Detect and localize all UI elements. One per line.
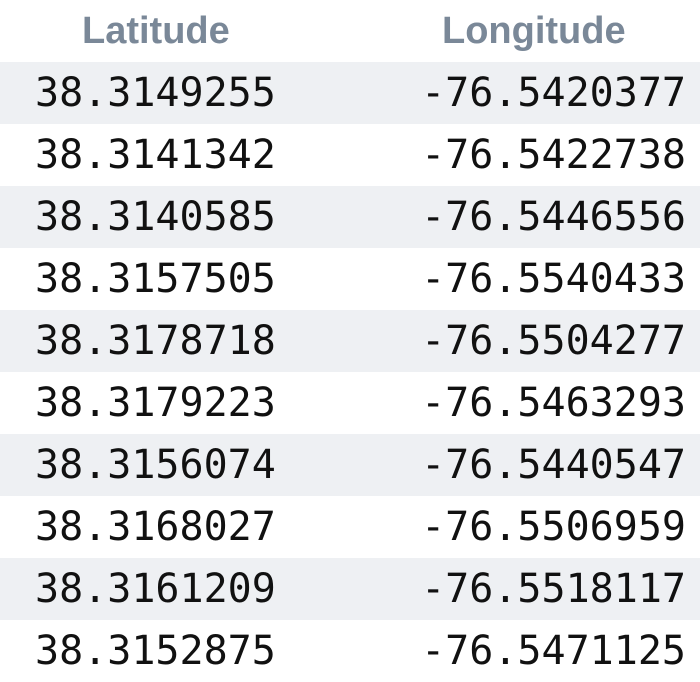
latitude-cell: 38.3140585 (0, 186, 350, 248)
longitude-cell: -76.5422738 (350, 124, 700, 186)
table-header: Latitude Longitude (0, 0, 700, 62)
table-row: 38.3178718 -76.5504277 (0, 310, 700, 372)
latitude-cell: 38.3168027 (0, 496, 350, 558)
table-row: 38.3179223 -76.5463293 (0, 372, 700, 434)
latitude-cell: 38.3152875 (0, 620, 350, 682)
table-row: 38.3149255 -76.5420377 (0, 62, 700, 124)
table-row: 38.3168027 -76.5506959 (0, 496, 700, 558)
longitude-cell: -76.5420377 (350, 62, 700, 124)
longitude-cell: -76.5506959 (350, 496, 700, 558)
latitude-cell: 38.3149255 (0, 62, 350, 124)
longitude-cell: -76.5540433 (350, 248, 700, 310)
table-row: 38.3152875 -76.5471125 (0, 620, 700, 682)
longitude-cell: -76.5518117 (350, 558, 700, 620)
latitude-cell: 38.3178718 (0, 310, 350, 372)
header-row: Latitude Longitude (0, 0, 700, 62)
longitude-header: Longitude (442, 10, 626, 52)
latitude-cell: 38.3141342 (0, 124, 350, 186)
table-row: 38.3157505 -76.5540433 (0, 248, 700, 310)
latitude-cell: 38.3156074 (0, 434, 350, 496)
table-row: 38.3156074 -76.5440547 (0, 434, 700, 496)
table-row: 38.3140585 -76.5446556 (0, 186, 700, 248)
latitude-cell: 38.3161209 (0, 558, 350, 620)
longitude-cell: -76.5471125 (350, 620, 700, 682)
longitude-cell: -76.5440547 (350, 434, 700, 496)
table-row: 38.3141342 -76.5422738 (0, 124, 700, 186)
latitude-cell: 38.3157505 (0, 248, 350, 310)
table-row: 38.3161209 -76.5518117 (0, 558, 700, 620)
latitude-cell: 38.3179223 (0, 372, 350, 434)
longitude-cell: -76.5446556 (350, 186, 700, 248)
latitude-header: Latitude (82, 10, 230, 52)
longitude-cell: -76.5504277 (350, 310, 700, 372)
longitude-cell: -76.5463293 (350, 372, 700, 434)
table-body: 38.3149255 -76.5420377 38.3141342 -76.54… (0, 62, 700, 682)
